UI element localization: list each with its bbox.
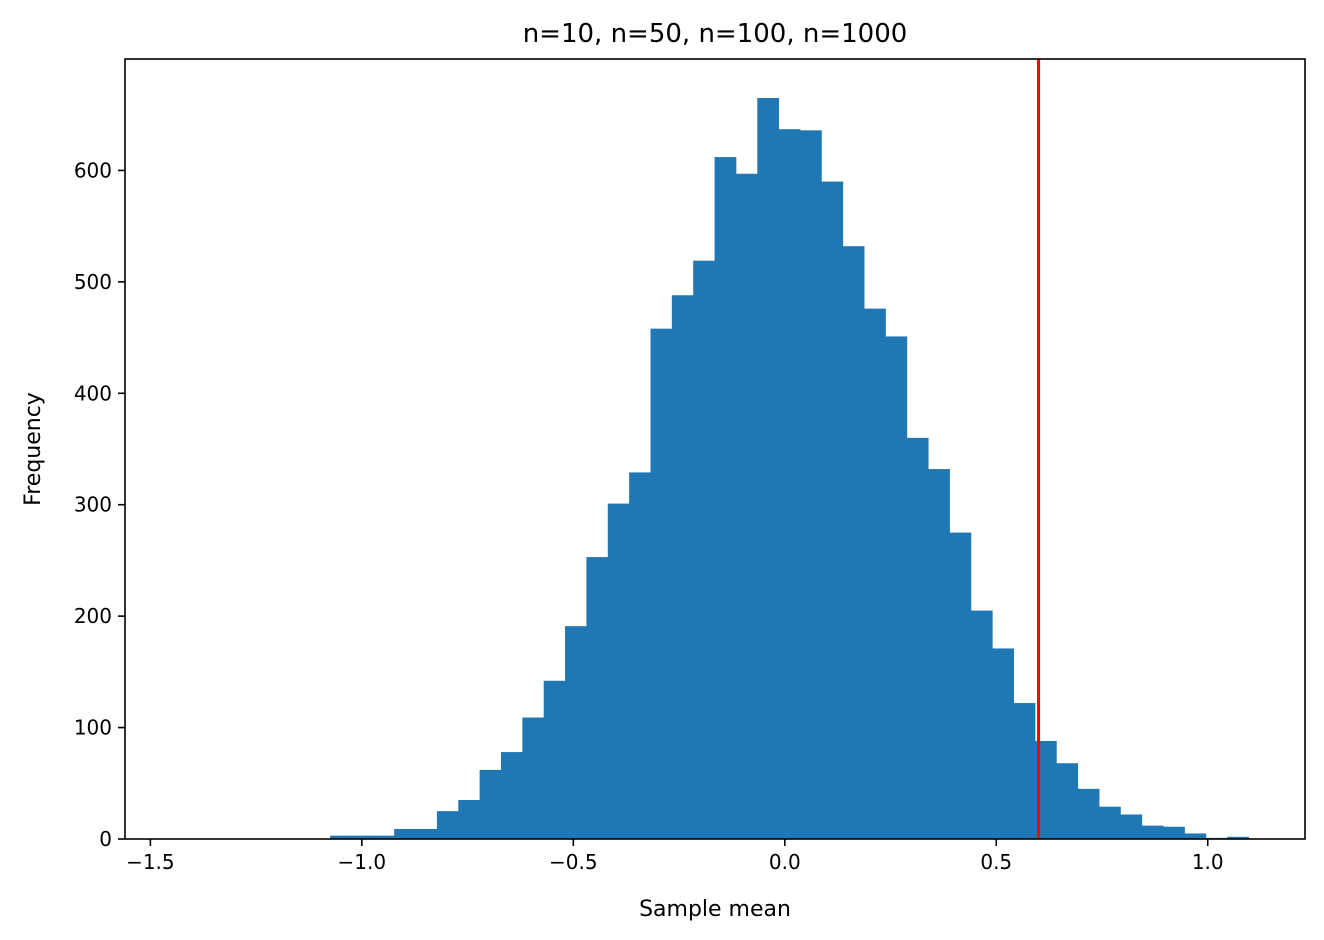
y-tick-label: 100 [74, 716, 112, 740]
histogram-bar [714, 157, 737, 840]
histogram-bar [500, 752, 523, 839]
histogram-bar [949, 532, 972, 839]
histogram-bar [1141, 825, 1164, 839]
histogram-bar [436, 811, 459, 839]
histogram-bar [522, 717, 545, 839]
x-tick-label: 0.5 [980, 850, 1012, 874]
histogram-bar [885, 336, 908, 839]
x-tick-label: −0.5 [549, 850, 598, 874]
histogram-bar [586, 557, 609, 839]
x-axis-label: Sample mean [639, 897, 791, 922]
x-tick-label: −1.5 [126, 850, 175, 874]
histogram-bar [842, 246, 865, 839]
histogram-bar [671, 295, 694, 839]
y-tick-label: 200 [74, 604, 112, 628]
y-tick-label: 400 [74, 381, 112, 405]
histogram-bar [992, 648, 1014, 839]
chart-title: n=10, n=50, n=100, n=1000 [523, 19, 908, 49]
x-axis: −1.5 −1.0 −0.5 0.0 0.5 1.0 [126, 839, 1224, 874]
histogram-bar [928, 469, 950, 839]
histogram-bar [1227, 836, 1249, 839]
y-tick-label: 300 [74, 493, 112, 517]
y-tick-label: 0 [99, 827, 112, 851]
histogram-bar [800, 130, 822, 840]
histogram-bar [970, 610, 993, 839]
y-tick-label: 500 [74, 270, 112, 294]
histogram-bar [1034, 740, 1057, 839]
histogram-bar [821, 181, 844, 840]
histogram-bar [1013, 703, 1036, 839]
histogram-bar [479, 769, 502, 839]
histogram-bar [1120, 814, 1143, 839]
histogram-bar [864, 308, 886, 840]
histogram-bar [607, 503, 630, 839]
histogram-bar [778, 129, 801, 839]
histogram-bar [1163, 826, 1185, 839]
histogram-bar [394, 828, 416, 839]
x-tick-label: 0.0 [769, 850, 801, 874]
histogram-bar [906, 437, 929, 839]
histogram-bar [693, 260, 715, 840]
histogram-bar [650, 328, 673, 839]
histogram-bar [458, 800, 481, 839]
histogram-bar [1099, 806, 1121, 839]
histogram-bar [351, 835, 374, 839]
histogram-bar [372, 835, 395, 839]
histogram-bars [330, 98, 1249, 840]
histogram-bar [543, 680, 566, 839]
histogram-bar [629, 472, 651, 839]
histogram-bar [415, 828, 438, 839]
histogram-bar [1077, 788, 1100, 839]
histogram-bar [1184, 833, 1207, 839]
y-tick-label: 600 [74, 158, 112, 182]
plot-area-frame [124, 58, 1306, 840]
histogram-bar [1056, 763, 1079, 839]
y-axis: 0 100 200 300 400 500 600 [74, 158, 125, 851]
histogram-bar [757, 98, 780, 839]
x-tick-label: −1.0 [338, 850, 387, 874]
histogram-bar [565, 626, 587, 839]
x-tick-label: 1.0 [1192, 850, 1224, 874]
histogram-bar [735, 173, 758, 839]
histogram-bar [330, 835, 352, 839]
y-axis-label: Frequency [21, 392, 46, 506]
